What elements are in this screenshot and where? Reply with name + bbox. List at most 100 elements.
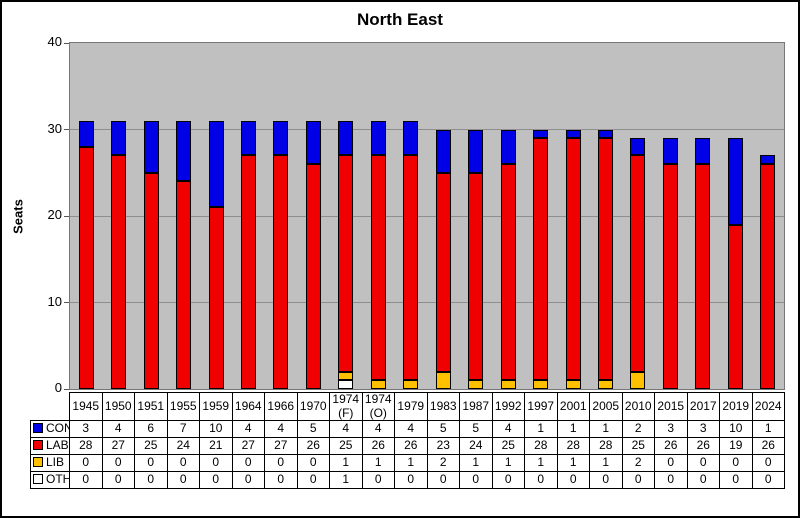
legend-label-con: CON <box>46 421 69 436</box>
legend-swatch-con-icon <box>33 423 43 434</box>
value-cell-oth: 0 <box>686 471 720 489</box>
value-cell-lib: 1 <box>589 454 623 472</box>
value-cell-con: 4 <box>101 420 135 438</box>
value-cell-con: 4 <box>394 420 428 438</box>
bar-segment-lab-2010 <box>630 155 646 372</box>
bar-segment-con-1987 <box>468 129 484 173</box>
value-cell-con: 3 <box>686 420 720 438</box>
value-cell-lib: 0 <box>264 454 298 472</box>
value-cell-oth: 0 <box>459 471 493 489</box>
bar-segment-lab-1945 <box>78 146 94 389</box>
legend-label-lib: LIB <box>46 455 65 470</box>
bar-segment-con-2005 <box>598 129 613 139</box>
value-cell-lab: 25 <box>621 437 655 455</box>
legend-cell-oth: OTH <box>30 471 70 489</box>
year-header-cell: 2024 <box>751 392 785 421</box>
value-cell-con: 4 <box>361 420 395 438</box>
value-cell-con: 10 <box>719 420 753 438</box>
value-cell-lab: 24 <box>166 437 200 455</box>
value-cell-lab: 23 <box>426 437 460 455</box>
bar-segment-lab-1966 <box>273 155 289 389</box>
bar-segment-con-2019 <box>727 138 743 225</box>
value-cell-lib: 1 <box>524 454 558 472</box>
bar-segment-lab-2015 <box>662 164 678 389</box>
year-header-cell: 2015 <box>654 392 688 421</box>
value-cell-lab: 24 <box>459 437 493 455</box>
y-tick-label-40: 40 <box>47 34 62 49</box>
value-cell-oth: 0 <box>166 471 200 489</box>
bar-segment-con-1997 <box>533 129 549 139</box>
value-cell-con: 4 <box>491 420 525 438</box>
value-cell-con: 5 <box>426 420 460 438</box>
value-cell-oth: 0 <box>199 471 233 489</box>
value-cell-lab: 28 <box>556 437 590 455</box>
year-header-cell: 1945 <box>69 392 103 421</box>
bar-segment-lab-2019 <box>727 224 743 389</box>
gridline-10 <box>70 302 784 303</box>
y-tick-mark-30 <box>64 129 69 130</box>
value-cell-lib: 0 <box>719 454 753 472</box>
value-cell-oth: 0 <box>101 471 135 489</box>
value-cell-lib: 1 <box>459 454 493 472</box>
bar-segment-lab-1979 <box>403 155 419 381</box>
value-cell-lab: 27 <box>101 437 135 455</box>
bar-segment-con-1966 <box>273 120 289 156</box>
bar-segment-con-1992 <box>500 129 516 165</box>
bar-segment-lab-1951 <box>143 172 159 389</box>
bar-segment-lab-1997 <box>533 138 549 381</box>
y-tick-mark-0 <box>64 388 69 390</box>
value-cell-oth: 0 <box>621 471 655 489</box>
year-header-cell: 1992 <box>491 392 525 421</box>
y-tick-label-0: 0 <box>54 380 62 395</box>
value-cell-con: 10 <box>199 420 233 438</box>
chart-title: North East <box>357 10 443 29</box>
value-cell-lab: 25 <box>491 437 525 455</box>
value-cell-oth: 0 <box>751 471 785 489</box>
year-header-cell: 1951 <box>134 392 168 421</box>
value-cell-con: 6 <box>134 420 168 438</box>
bar-segment-con-2024 <box>760 155 776 165</box>
bar-segment-lib-1979 <box>403 380 419 389</box>
value-cell-oth: 0 <box>654 471 688 489</box>
bar-segment-con-2015 <box>662 138 678 165</box>
value-cell-lib: 1 <box>361 454 395 472</box>
bar-segment-lab-1964 <box>241 155 256 389</box>
legend-swatch-oth-icon <box>33 474 43 485</box>
value-cell-lib: 1 <box>491 454 525 472</box>
value-cell-oth: 0 <box>69 471 103 489</box>
year-header-cell: 1966 <box>264 392 298 421</box>
bar-segment-lab-2005 <box>598 138 613 381</box>
value-cell-lib: 0 <box>686 454 720 472</box>
year-header-cell: 1964 <box>231 392 265 421</box>
value-cell-lib: 2 <box>621 454 655 472</box>
year-header-cell: 1974 (O) <box>361 392 395 421</box>
year-header-cell: 1974 (F) <box>329 392 363 421</box>
bar-segment-lab-1959 <box>208 207 224 389</box>
bar-segment-lib-1974O <box>370 380 386 389</box>
bar-segment-con-1979 <box>403 120 419 156</box>
value-cell-lab: 27 <box>264 437 298 455</box>
bar-segment-lab-2001 <box>565 138 581 381</box>
value-cell-con: 7 <box>166 420 200 438</box>
y-tick-mark-40 <box>64 42 69 44</box>
bar-segment-lib-1974F <box>338 371 354 381</box>
bar-segment-con-1970 <box>305 120 321 165</box>
value-cell-con: 1 <box>589 420 623 438</box>
value-cell-lab: 19 <box>719 437 753 455</box>
value-cell-con: 5 <box>296 420 330 438</box>
bar-segment-con-1974F <box>338 120 354 156</box>
bar-segment-con-1945 <box>78 120 94 147</box>
y-tick-label-30: 30 <box>47 120 62 136</box>
bar-segment-lab-1983 <box>435 172 451 372</box>
value-cell-lib: 2 <box>426 454 460 472</box>
value-cell-oth: 0 <box>426 471 460 489</box>
value-cell-oth: 0 <box>524 471 558 489</box>
value-cell-lab: 26 <box>361 437 395 455</box>
year-header-cell: 1983 <box>426 392 460 421</box>
y-tick-label-10: 10 <box>47 293 62 309</box>
value-cell-lab: 26 <box>654 437 688 455</box>
value-cell-lib: 0 <box>69 454 103 472</box>
value-cell-lib: 1 <box>329 454 363 472</box>
plot-area <box>64 42 785 390</box>
